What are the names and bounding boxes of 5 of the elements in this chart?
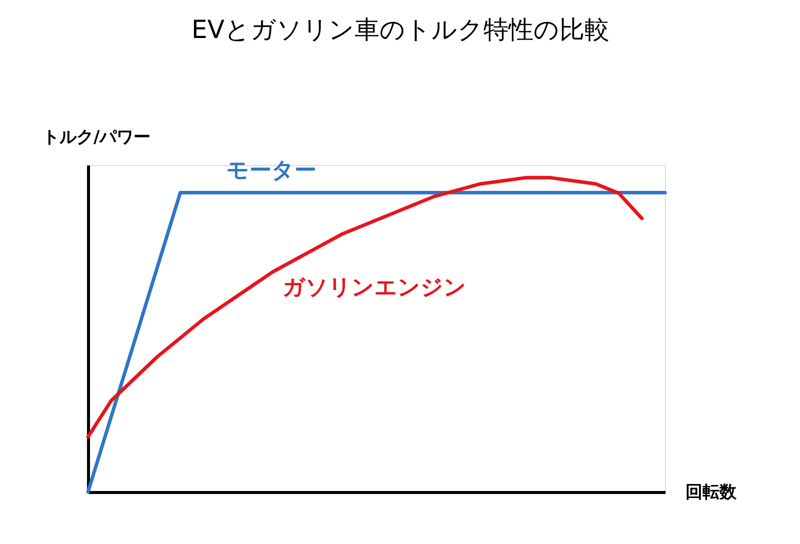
series-label: モーター: [226, 158, 316, 184]
y-axis-title: トルク/パワー: [42, 128, 151, 148]
x-axis-title: 回転数: [686, 482, 738, 502]
series-label: ガソリンエンジン: [282, 275, 467, 300]
chart-title: EVとガソリン車のトルク特性の比較: [192, 15, 610, 44]
